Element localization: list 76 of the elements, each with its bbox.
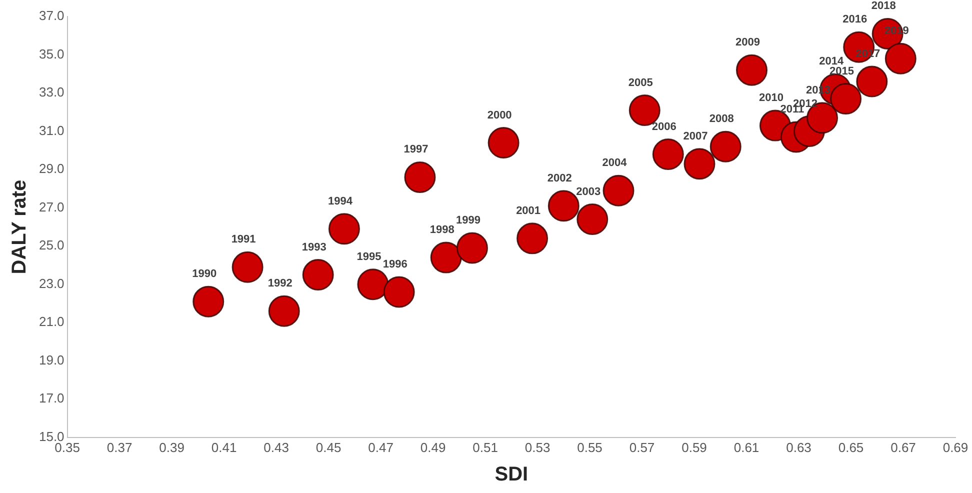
- x-tick-label: 0.39: [159, 440, 184, 455]
- annotation: 1990: [192, 268, 217, 280]
- x-tick-label: 0.45: [316, 440, 342, 455]
- annotation: 2015: [830, 65, 854, 78]
- point: [516, 222, 548, 254]
- y-tick-label: 19.0: [38, 352, 64, 368]
- y-tick-label: 25.0: [38, 238, 64, 253]
- x-tick-label: 0.61: [734, 440, 760, 455]
- annotation: 2007: [683, 130, 708, 142]
- annotation: 1995: [356, 250, 382, 263]
- annotation: 2018: [871, 0, 896, 12]
- point: [736, 54, 768, 86]
- annotation: 2002: [547, 172, 572, 184]
- annotation: 2016: [842, 14, 868, 26]
- point: [357, 268, 389, 300]
- point: [710, 130, 742, 162]
- annotation: 2006: [652, 120, 676, 133]
- y-tick-label: 17.0: [38, 390, 64, 406]
- y-tick-label: 21.0: [38, 314, 64, 330]
- point: [830, 83, 862, 115]
- annotation: 1998: [430, 224, 454, 236]
- point: [684, 148, 716, 180]
- x-tick-label: 0.67: [890, 440, 916, 455]
- x-tick-label: 0.57: [629, 440, 655, 455]
- point: [232, 251, 264, 283]
- point: [652, 138, 684, 170]
- y-tick-label: 27.0: [38, 199, 64, 214]
- y-axis-title: DALY rate: [8, 180, 31, 274]
- annotation: 2005: [628, 76, 653, 89]
- x-tick-label: 0.55: [577, 440, 602, 455]
- annotation: 1999: [456, 214, 480, 227]
- y-tick-label: 29.0: [38, 161, 64, 176]
- y-tick-label: 33.0: [38, 84, 64, 100]
- x-tick-label: 0.65: [838, 440, 864, 455]
- annotation: 2001: [516, 204, 541, 217]
- point: [430, 242, 462, 274]
- point: [192, 286, 224, 318]
- annotation: 1992: [268, 278, 292, 290]
- point: [328, 213, 360, 245]
- point: [383, 276, 415, 308]
- x-tick-label: 0.49: [420, 440, 446, 455]
- x-tick-label: 0.37: [106, 440, 132, 455]
- x-tick-label: 0.41: [211, 440, 237, 455]
- point: [884, 42, 916, 74]
- x-tick-label: 0.63: [786, 440, 812, 455]
- point: [404, 161, 436, 193]
- point: [856, 66, 888, 98]
- annotation: 1991: [231, 234, 256, 246]
- annotation: 1993: [302, 241, 326, 254]
- x-axis-title: SDI: [494, 464, 528, 486]
- point: [576, 204, 608, 236]
- y-tick-label: 23.0: [38, 276, 64, 291]
- point: [268, 295, 300, 327]
- point: [602, 174, 634, 206]
- x-tick-label: 0.51: [472, 440, 498, 455]
- annotation: 1997: [404, 144, 428, 156]
- x-tick-label: 0.47: [368, 440, 394, 455]
- point: [488, 127, 520, 159]
- annotation: 2000: [487, 109, 512, 122]
- annotation: 1994: [328, 195, 354, 208]
- annotation: 2014: [819, 56, 844, 68]
- annotation: 2010: [759, 92, 784, 104]
- annotation: 2008: [709, 113, 734, 126]
- annotation: 2004: [602, 157, 628, 170]
- y-tick-label: 31.0: [38, 122, 64, 138]
- x-tick-label: 0.59: [682, 440, 707, 455]
- y-tick-label: 35.0: [38, 46, 64, 62]
- y-tick-label: 37.0: [38, 8, 64, 24]
- point: [456, 232, 488, 264]
- x-tick-label: 0.53: [524, 440, 550, 455]
- annotation: 2009: [735, 36, 760, 49]
- annotation: 1996: [382, 258, 408, 271]
- point: [302, 259, 334, 291]
- x-tick-label: 0.69: [942, 440, 968, 455]
- x-tick-label: 0.43: [264, 440, 289, 455]
- annotation: 2003: [576, 186, 601, 198]
